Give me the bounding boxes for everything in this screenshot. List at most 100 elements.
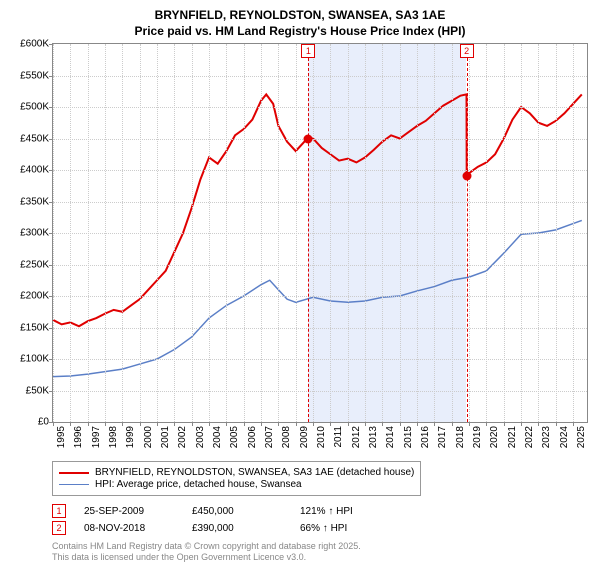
xtick-label: 2020: [489, 426, 500, 448]
xtick-label: 1999: [125, 426, 136, 448]
legend-row: BRYNFIELD, REYNOLDSTON, SWANSEA, SA3 1AE…: [59, 467, 414, 478]
marker-dot-1: [304, 134, 313, 143]
gridline-v: [105, 44, 106, 422]
xtick-label: 2022: [524, 426, 535, 448]
gridline-v: [348, 44, 349, 422]
xtick-label: 2002: [177, 426, 188, 448]
title-line-2: Price paid vs. HM Land Registry's House …: [8, 24, 592, 40]
gridline-v: [469, 44, 470, 422]
xtick-label: 2012: [351, 426, 362, 448]
ytick-label: £450K: [20, 133, 49, 144]
gridline-h: [53, 76, 587, 77]
xtick-label: 1998: [108, 426, 119, 448]
ytick-label: £250K: [20, 259, 49, 270]
xtick-label: 2005: [229, 426, 240, 448]
xtick-label: 2019: [472, 426, 483, 448]
ytick-label: £350K: [20, 196, 49, 207]
gridline-v: [157, 44, 158, 422]
gridline-h: [53, 170, 587, 171]
gridline-v: [486, 44, 487, 422]
xtick-label: 2009: [299, 426, 310, 448]
gridline-v: [538, 44, 539, 422]
xtick: [538, 422, 539, 426]
sale-table: 125-SEP-2009£450,000121% ↑ HPI208-NOV-20…: [52, 504, 592, 535]
xtick: [244, 422, 245, 426]
gridline-v: [521, 44, 522, 422]
xtick: [105, 422, 106, 426]
xtick-label: 2021: [507, 426, 518, 448]
legend-label: BRYNFIELD, REYNOLDSTON, SWANSEA, SA3 1AE…: [95, 467, 414, 478]
xtick-label: 2017: [437, 426, 448, 448]
xtick: [209, 422, 210, 426]
legend-swatch: [59, 484, 89, 485]
xtick-label: 2025: [576, 426, 587, 448]
gridline-v: [434, 44, 435, 422]
xtick: [348, 422, 349, 426]
xtick: [88, 422, 89, 426]
price-chart: BRYNFIELD, REYNOLDSTON, SWANSEA, SA3 1AE…: [8, 8, 592, 563]
title-line-1: BRYNFIELD, REYNOLDSTON, SWANSEA, SA3 1AE: [8, 8, 592, 24]
xtick: [53, 422, 54, 426]
xtick: [452, 422, 453, 426]
xtick: [434, 422, 435, 426]
footnote-line-1: Contains HM Land Registry data © Crown c…: [52, 541, 592, 552]
sale-marker-icon: 2: [52, 521, 66, 535]
xtick: [521, 422, 522, 426]
xtick-label: 2015: [403, 426, 414, 448]
footnote-line-2: This data is licensed under the Open Gov…: [52, 552, 592, 563]
xtick-label: 2007: [264, 426, 275, 448]
gridline-h: [53, 107, 587, 108]
xtick-label: 2000: [143, 426, 154, 448]
xtick-label: 2010: [316, 426, 327, 448]
gridline-v: [88, 44, 89, 422]
sale-row: 208-NOV-2018£390,00066% ↑ HPI: [52, 521, 592, 535]
gridline-v: [244, 44, 245, 422]
xtick: [330, 422, 331, 426]
sale-date: 08-NOV-2018: [84, 523, 174, 534]
gridline-v: [452, 44, 453, 422]
xtick: [400, 422, 401, 426]
xtick: [296, 422, 297, 426]
gridline-v: [417, 44, 418, 422]
gridline-v: [70, 44, 71, 422]
xtick: [192, 422, 193, 426]
series-hpi: [53, 221, 582, 377]
xtick: [504, 422, 505, 426]
xtick-label: 2014: [385, 426, 396, 448]
legend: BRYNFIELD, REYNOLDSTON, SWANSEA, SA3 1AE…: [52, 461, 421, 496]
xtick-label: 2018: [455, 426, 466, 448]
xtick: [417, 422, 418, 426]
xtick: [122, 422, 123, 426]
gridline-v: [504, 44, 505, 422]
xtick: [261, 422, 262, 426]
ytick-label: £400K: [20, 165, 49, 176]
xtick: [157, 422, 158, 426]
xtick: [70, 422, 71, 426]
sale-marker-icon: 1: [52, 504, 66, 518]
gridline-v: [556, 44, 557, 422]
gridline-v: [313, 44, 314, 422]
xtick-label: 2013: [368, 426, 379, 448]
ytick-label: £100K: [20, 354, 49, 365]
ytick-label: £200K: [20, 291, 49, 302]
plot-area: £0£50K£100K£150K£200K£250K£300K£350K£400…: [52, 43, 588, 423]
ytick-label: £300K: [20, 228, 49, 239]
gridline-v: [122, 44, 123, 422]
xtick-label: 2024: [559, 426, 570, 448]
xtick-label: 2006: [247, 426, 258, 448]
gridline-v: [226, 44, 227, 422]
xtick: [486, 422, 487, 426]
xtick: [573, 422, 574, 426]
legend-label: HPI: Average price, detached house, Swan…: [95, 479, 302, 490]
gridline-v: [209, 44, 210, 422]
xtick-label: 2003: [195, 426, 206, 448]
gridline-h: [53, 233, 587, 234]
xtick: [174, 422, 175, 426]
sale-price: £450,000: [192, 506, 282, 517]
marker-vline-1: [308, 58, 309, 422]
legend-swatch: [59, 472, 89, 474]
xtick: [382, 422, 383, 426]
xtick: [226, 422, 227, 426]
gridline-v: [53, 44, 54, 422]
ytick-label: £500K: [20, 102, 49, 113]
